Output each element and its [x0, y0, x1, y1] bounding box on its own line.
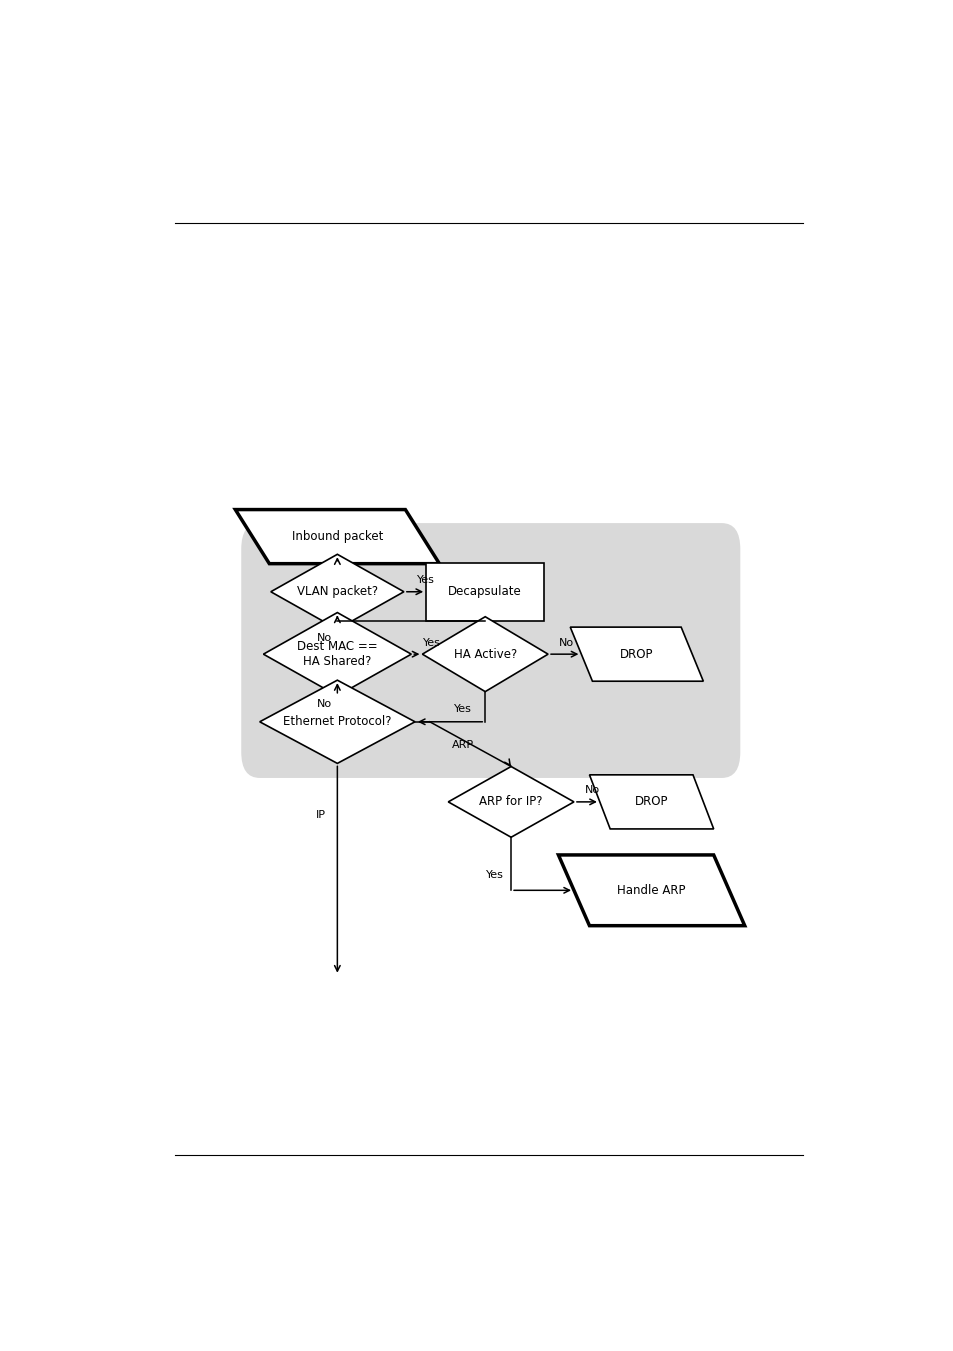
Polygon shape	[271, 554, 403, 630]
Polygon shape	[263, 612, 411, 696]
Polygon shape	[570, 627, 702, 681]
Polygon shape	[235, 509, 439, 563]
FancyBboxPatch shape	[426, 562, 544, 621]
Text: IP: IP	[315, 811, 326, 820]
FancyBboxPatch shape	[241, 523, 740, 778]
Polygon shape	[422, 616, 547, 692]
Text: Yes: Yes	[422, 638, 440, 647]
Polygon shape	[259, 680, 415, 763]
Text: Ethernet Protocol?: Ethernet Protocol?	[283, 715, 391, 728]
Text: Decapsulate: Decapsulate	[448, 585, 521, 598]
Text: Yes: Yes	[454, 704, 472, 715]
Text: No: No	[558, 638, 574, 647]
Polygon shape	[589, 775, 713, 830]
Text: No: No	[584, 785, 599, 796]
Text: ARP for IP?: ARP for IP?	[478, 796, 542, 808]
Text: DROP: DROP	[634, 796, 668, 808]
Text: Dest MAC ==
HA Shared?: Dest MAC == HA Shared?	[296, 640, 377, 669]
Text: No: No	[316, 632, 332, 643]
Text: DROP: DROP	[619, 647, 653, 661]
Text: Yes: Yes	[416, 576, 435, 585]
Text: Handle ARP: Handle ARP	[617, 884, 685, 897]
Text: VLAN packet?: VLAN packet?	[296, 585, 377, 598]
Text: HA Active?: HA Active?	[453, 647, 517, 661]
Polygon shape	[558, 855, 744, 925]
Polygon shape	[448, 766, 574, 838]
Text: ARP: ARP	[452, 739, 474, 750]
Text: Inbound packet: Inbound packet	[292, 530, 383, 543]
Text: Yes: Yes	[485, 870, 503, 880]
Text: No: No	[316, 698, 332, 709]
